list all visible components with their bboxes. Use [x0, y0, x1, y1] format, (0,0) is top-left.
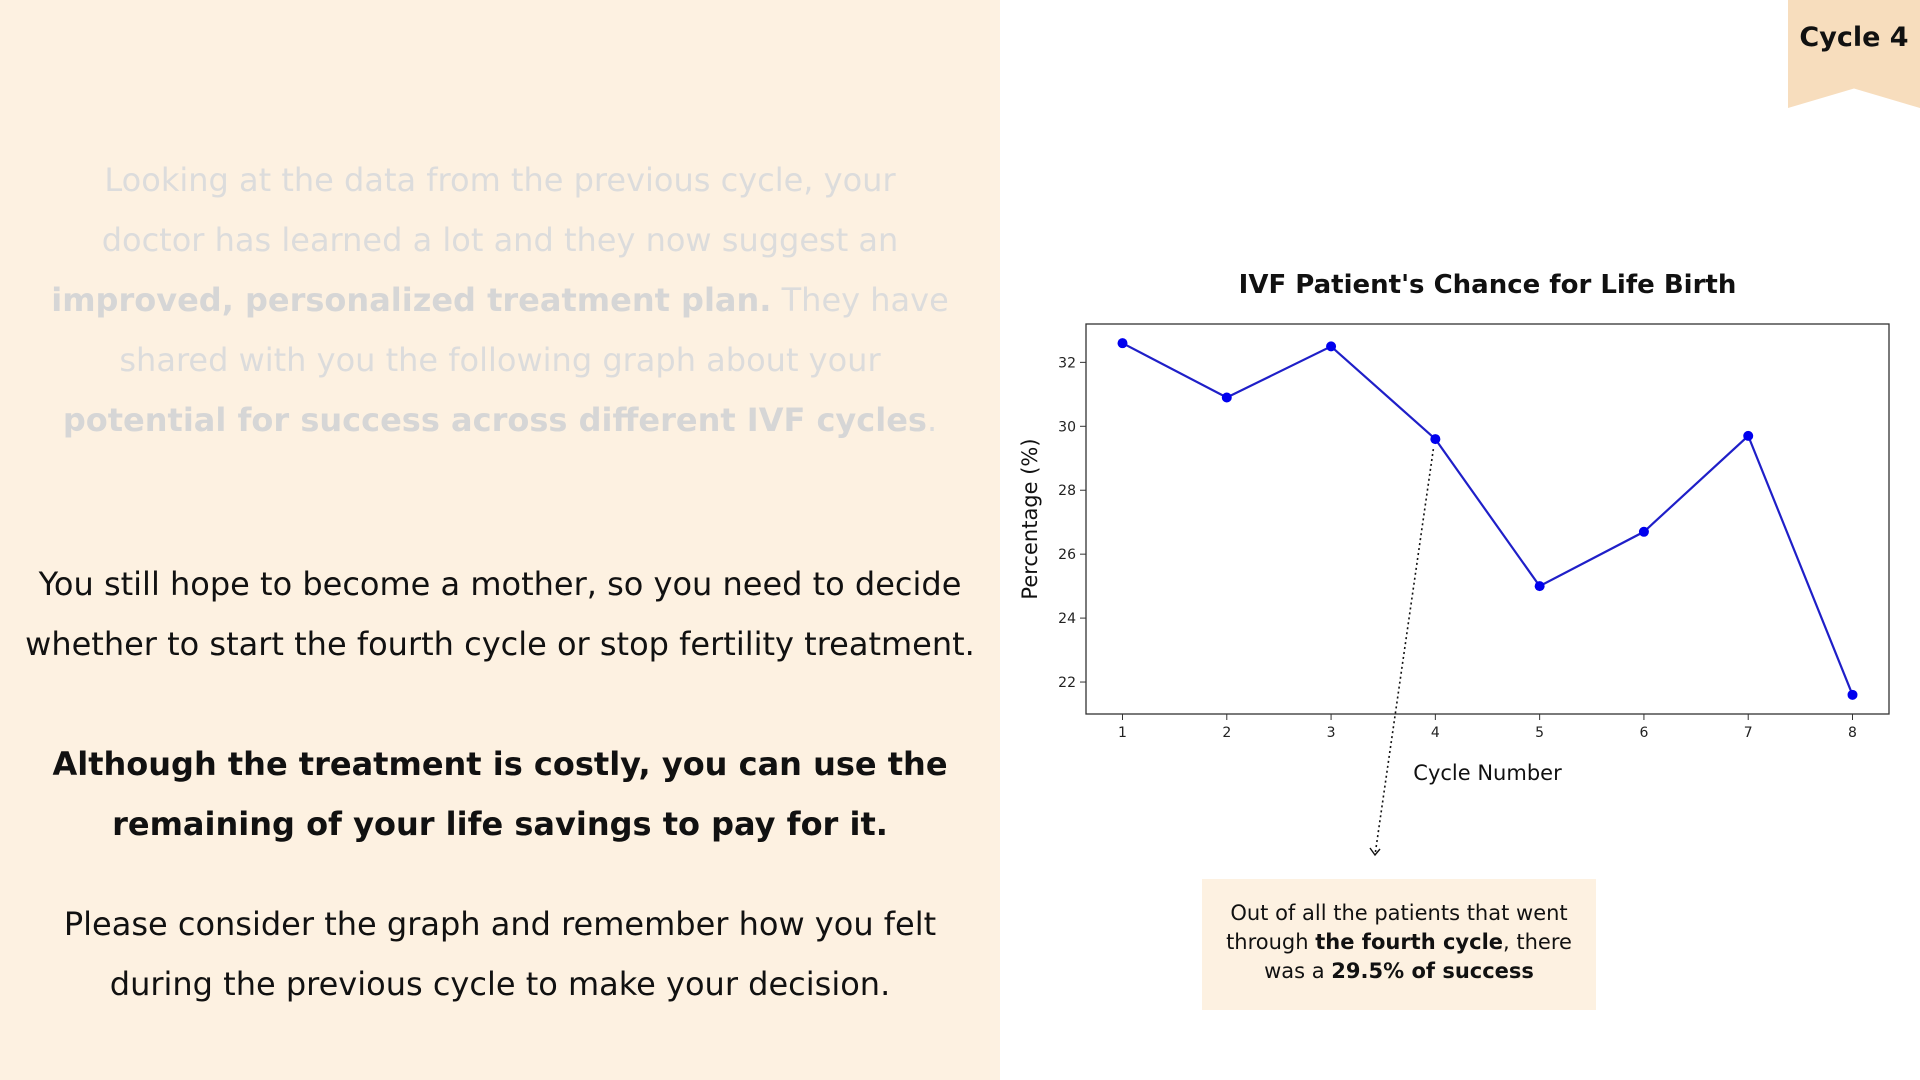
consider-paragraph: Please consider the graph and remember h… — [63, 905, 937, 1003]
line-chart: IVF Patient's Chance for Life Birth22242… — [1018, 270, 1890, 857]
y-tick-label: 30 — [1058, 419, 1076, 435]
decision-paragraph: You still hope to become a mother, so yo… — [25, 565, 975, 663]
x-tick-label: 1 — [1118, 725, 1127, 741]
info-text-1: Out of all the patients that went throug… — [1226, 901, 1568, 954]
intro-text-1: Looking at the data from the previous cy… — [101, 161, 899, 259]
data-point — [1743, 430, 1754, 441]
intro-text-3: . — [926, 401, 938, 439]
x-tick-label: 2 — [1222, 725, 1231, 741]
y-tick-label: 28 — [1058, 483, 1076, 499]
plot-frame — [1085, 323, 1890, 715]
info-text-2: , there was a — [1264, 930, 1572, 983]
chart-title: IVF Patient's Chance for Life Birth — [1239, 270, 1737, 300]
intro-bold-1: improved, personalized treatment plan. — [51, 281, 772, 319]
info-bold-2: 29.5% of success — [1331, 959, 1534, 983]
annotation-arrow-line — [1374, 448, 1435, 856]
x-tick-label: 4 — [1431, 725, 1440, 741]
x-tick-label: 5 — [1535, 725, 1544, 741]
x-tick-label: 3 — [1327, 725, 1336, 741]
intro-bold-2: potential for success across different I… — [62, 401, 927, 439]
y-tick-label: 32 — [1058, 355, 1076, 371]
x-axis-label: Cycle Number — [1413, 761, 1562, 785]
cycle-badge: Cycle 4 — [1788, 0, 1920, 108]
annotation-arrow-head — [1369, 847, 1381, 857]
info-box: Out of all the patients that went throug… — [1202, 879, 1596, 1010]
data-point — [1326, 341, 1337, 352]
data-point — [1117, 338, 1128, 349]
left-panel: Looking at the data from the previous cy… — [0, 0, 1000, 1080]
cycle-badge-label: Cycle 4 — [1799, 22, 1909, 53]
cost-paragraph: Although the treatment is costly, you ca… — [52, 745, 948, 843]
data-point — [1534, 581, 1545, 592]
y-tick-label: 22 — [1058, 675, 1076, 691]
info-bold-1: the fourth cycle — [1315, 930, 1504, 954]
data-point — [1221, 392, 1232, 403]
intro-paragraph: Looking at the data from the previous cy… — [50, 150, 950, 450]
intro-text-2: They have shared with you the following … — [119, 281, 949, 379]
data-point — [1638, 526, 1649, 537]
data-point — [1430, 434, 1441, 445]
y-tick-label: 24 — [1058, 611, 1076, 627]
y-tick-label: 26 — [1058, 547, 1076, 563]
series-line — [1121, 342, 1854, 696]
x-tick-label: 8 — [1848, 725, 1857, 741]
data-point — [1847, 689, 1858, 700]
y-axis-label: Percentage (%) — [1018, 438, 1042, 599]
x-tick-label: 6 — [1639, 725, 1648, 741]
x-tick-label: 7 — [1744, 725, 1753, 741]
